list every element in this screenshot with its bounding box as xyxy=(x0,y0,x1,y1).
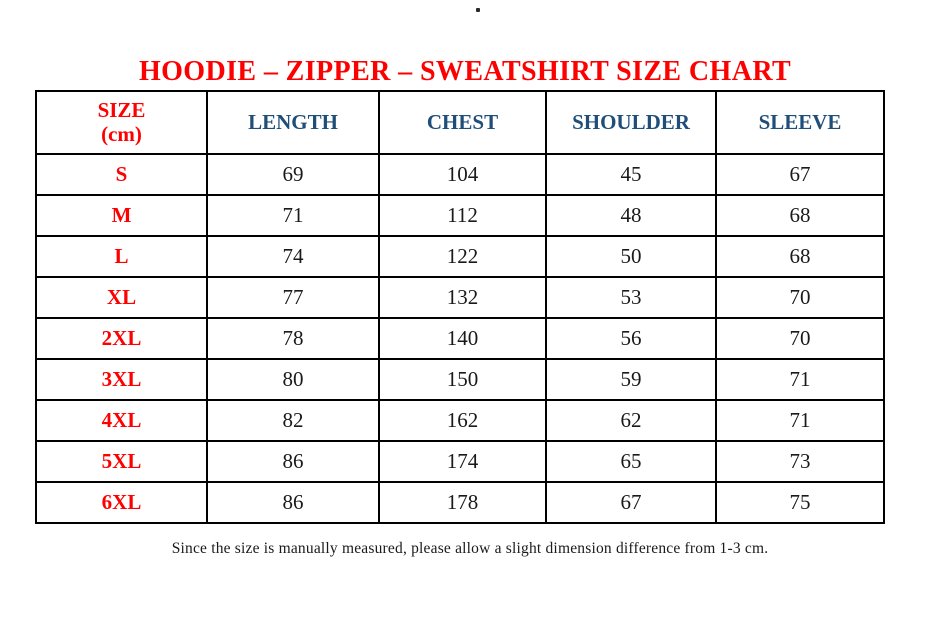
shoulder-cell: 59 xyxy=(545,358,717,401)
sleeve-cell: 71 xyxy=(715,358,885,401)
chest-cell: 122 xyxy=(378,235,547,278)
sleeve-cell: 67 xyxy=(715,153,885,196)
table-row: 2XL 78 140 56 70 xyxy=(35,317,885,360)
size-header-line2: (cm) xyxy=(101,121,142,146)
shoulder-cell: 53 xyxy=(545,276,717,319)
length-cell: 69 xyxy=(206,153,380,196)
size-cell: 4XL xyxy=(35,399,208,442)
chest-cell: 162 xyxy=(378,399,547,442)
table-row: S 69 104 45 67 xyxy=(35,153,885,196)
shoulder-cell: 50 xyxy=(545,235,717,278)
size-header-line1: SIZE xyxy=(97,97,146,122)
header-row: SIZE (cm) LENGTH CHEST SHOULDER SLEEVE xyxy=(35,90,885,155)
size-cell: S xyxy=(35,153,208,196)
column-header-sleeve: SLEEVE xyxy=(715,90,885,155)
size-cell: 6XL xyxy=(35,481,208,524)
table-row: L 74 122 50 68 xyxy=(35,235,885,278)
chest-cell: 140 xyxy=(378,317,547,360)
shoulder-cell: 48 xyxy=(545,194,717,237)
sleeve-cell: 68 xyxy=(715,235,885,278)
sleeve-cell: 71 xyxy=(715,399,885,442)
size-cell: 3XL xyxy=(35,358,208,401)
sleeve-cell: 75 xyxy=(715,481,885,524)
sleeve-cell: 68 xyxy=(715,194,885,237)
length-cell: 78 xyxy=(206,317,380,360)
column-header-length: LENGTH xyxy=(206,90,380,155)
sleeve-cell: 70 xyxy=(715,276,885,319)
length-cell: 86 xyxy=(206,481,380,524)
size-cell: L xyxy=(35,235,208,278)
length-cell: 86 xyxy=(206,440,380,483)
shoulder-cell: 45 xyxy=(545,153,717,196)
chest-cell: 174 xyxy=(378,440,547,483)
column-header-shoulder: SHOULDER xyxy=(545,90,717,155)
length-cell: 74 xyxy=(206,235,380,278)
table-row: 3XL 80 150 59 71 xyxy=(35,358,885,401)
footnote: Since the size is manually measured, ple… xyxy=(171,540,769,557)
table-row: 5XL 86 174 65 73 xyxy=(35,440,885,483)
table-row: XL 77 132 53 70 xyxy=(35,276,885,319)
table-row: 4XL 82 162 62 71 xyxy=(35,399,885,442)
chest-cell: 112 xyxy=(378,194,547,237)
column-header-size: SIZE (cm) xyxy=(35,90,208,155)
page-title: HOODIE – ZIPPER – SWEATSHIRT SIZE CHART xyxy=(138,55,792,87)
chest-cell: 104 xyxy=(378,153,547,196)
table-row: 6XL 86 178 67 75 xyxy=(35,481,885,524)
length-cell: 82 xyxy=(206,399,380,442)
length-cell: 80 xyxy=(206,358,380,401)
sleeve-cell: 70 xyxy=(715,317,885,360)
size-cell: M xyxy=(35,194,208,237)
chest-cell: 150 xyxy=(378,358,547,401)
shoulder-cell: 65 xyxy=(545,440,717,483)
shoulder-cell: 62 xyxy=(545,399,717,442)
size-cell: XL xyxy=(35,276,208,319)
length-cell: 77 xyxy=(206,276,380,319)
length-cell: 71 xyxy=(206,194,380,237)
size-cell: 2XL xyxy=(35,317,208,360)
chest-cell: 178 xyxy=(378,481,547,524)
stray-dot: . xyxy=(476,8,480,12)
chest-cell: 132 xyxy=(378,276,547,319)
table-row: M 71 112 48 68 xyxy=(35,194,885,237)
shoulder-cell: 56 xyxy=(545,317,717,360)
size-chart-table: SIZE (cm) LENGTH CHEST SHOULDER SLEEVE S… xyxy=(35,90,885,524)
column-header-chest: CHEST xyxy=(378,90,547,155)
sleeve-cell: 73 xyxy=(715,440,885,483)
shoulder-cell: 67 xyxy=(545,481,717,524)
size-cell: 5XL xyxy=(35,440,208,483)
